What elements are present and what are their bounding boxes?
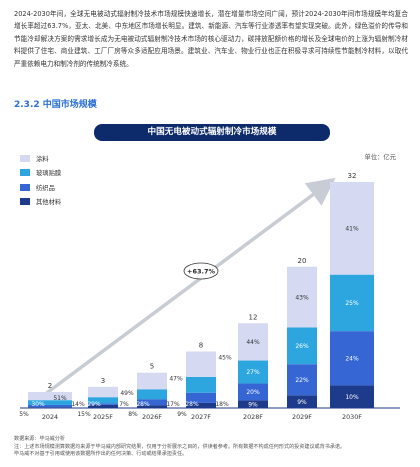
category-label: 2028F [243, 413, 263, 421]
legend-label: 其他材料 [36, 199, 62, 206]
bar-segment [238, 323, 268, 361]
category-label: 2026F [142, 413, 162, 421]
percent-label: 5% [19, 411, 29, 418]
bar-segment [28, 407, 72, 408]
bar-segment [88, 386, 118, 398]
category-label: 2025F [93, 413, 113, 421]
category-label: 2030F [342, 413, 362, 421]
legend-swatch [20, 169, 30, 176]
chart-title: 中国无电被动式辐射制冷市场规模 [94, 124, 330, 141]
total-label: 5 [150, 363, 154, 371]
bar-segment [330, 331, 374, 386]
percent-label: 8% [128, 411, 138, 418]
bar-segment [137, 405, 167, 408]
legend-label: 纺织品 [36, 184, 55, 192]
legend-item: 涂料 [20, 151, 61, 165]
percent-label: 22% [295, 377, 309, 384]
percent-label: 28% [185, 401, 199, 408]
percent-label: 41% [345, 226, 359, 233]
percent-label: 49% [120, 390, 134, 397]
bar-segment [330, 274, 374, 332]
percent-label: 7% [119, 401, 129, 408]
percent-label: 20% [246, 389, 260, 396]
bar-segment [287, 266, 317, 328]
percent-label: 24% [345, 355, 359, 362]
growth-badge [183, 262, 219, 280]
percent-label: 18% [215, 401, 229, 408]
percent-label: 9% [248, 401, 258, 408]
percent-label: 15% [77, 411, 91, 418]
legend-item: 其他材料 [20, 195, 61, 209]
bar-segment [137, 389, 167, 400]
legend-item: 纺织品 [20, 180, 61, 194]
section-title: 2.3.2 中国市场规模 [14, 100, 97, 110]
total-label: 3 [101, 377, 105, 385]
bar-segment [238, 400, 268, 408]
percent-label: 47% [169, 376, 183, 383]
bar-segment [137, 372, 167, 390]
intro-paragraph: 2024-2030年间，全球无电被动式辐射制冷技术市场规模快速增长，潜在增量市场… [14, 10, 408, 68]
total-label: 32 [348, 172, 357, 180]
bar-segment [28, 400, 72, 405]
legend-swatch [20, 198, 30, 205]
footer-note-1: 注：上述市场规模测算数据均来源于毕马威内部研究结果，仅用于分析展示之目的，供读者… [14, 443, 346, 450]
unit-label: 单位：亿元 [364, 154, 396, 161]
bar-segment [88, 397, 118, 404]
percent-label: 51% [53, 395, 67, 402]
bars-group: 5% 14% 30% 51%2 2024 15% 7% 29% 49% 3 2025F 8% 17% 28… [19, 172, 374, 421]
total-label: 20 [298, 257, 307, 265]
bar-segment [330, 385, 374, 408]
bar-segment [287, 364, 317, 396]
bar-segment [186, 392, 216, 403]
legend-swatch [20, 154, 30, 162]
footer: 数据来源：毕马威分析 注：上述市场规模测算数据均来源于毕马威内部研究结果，仅用于… [14, 436, 408, 459]
bar-segment [28, 392, 72, 401]
percent-label: 14% [71, 401, 85, 408]
source-text: 数据来源：毕马威分析 [14, 436, 65, 442]
growth-arrow [38, 177, 336, 400]
bar-segment [28, 404, 72, 408]
bar-segment [186, 402, 216, 408]
total-label: 2 [48, 382, 52, 390]
percent-label: 43% [295, 294, 309, 301]
legend-swatch [20, 183, 30, 191]
percent-label: 26% [295, 343, 309, 350]
bar-segment [186, 351, 216, 377]
bar-segment [88, 403, 118, 405]
chart-legend: 涂料 玻璃贴膜 纺织品 其他材料 [20, 151, 61, 209]
percent-label: 44% [246, 339, 260, 346]
footer-note-2: 毕马威不对基于引用或使用该数据所作出的任何决策、行动或结果承担责任。 [14, 451, 188, 458]
bar-segment [287, 327, 317, 365]
bar-segment [330, 182, 374, 275]
bar-segment [238, 360, 268, 384]
percent-label: 10% [345, 394, 359, 401]
bar-segment [186, 376, 216, 393]
percent-label: 28% [136, 401, 150, 408]
category-label: 2029F [292, 413, 312, 421]
bar-segment [88, 404, 118, 408]
percent-label: 25% [345, 300, 359, 307]
category-label: 2027F [191, 413, 211, 421]
bar-segment [238, 383, 268, 401]
total-label: 8 [199, 342, 203, 350]
percent-label: 17% [166, 401, 180, 408]
bar-segment [287, 395, 317, 408]
total-label: 12 [249, 313, 258, 321]
percent-label: 29% [87, 401, 101, 408]
percent-label: 9% [297, 399, 307, 406]
growth-label: +63.7% [187, 268, 215, 276]
percent-label: 30% [31, 401, 45, 408]
legend-label: 玻璃贴膜 [36, 170, 62, 177]
percent-label: 9% [177, 411, 187, 418]
bar-segment [137, 399, 167, 406]
legend-item: 玻璃贴膜 [20, 166, 61, 180]
legend-label: 涂料 [36, 155, 49, 163]
percent-label: 45% [218, 355, 232, 362]
percent-label: 27% [246, 369, 260, 376]
category-label: 2024 [42, 413, 58, 421]
